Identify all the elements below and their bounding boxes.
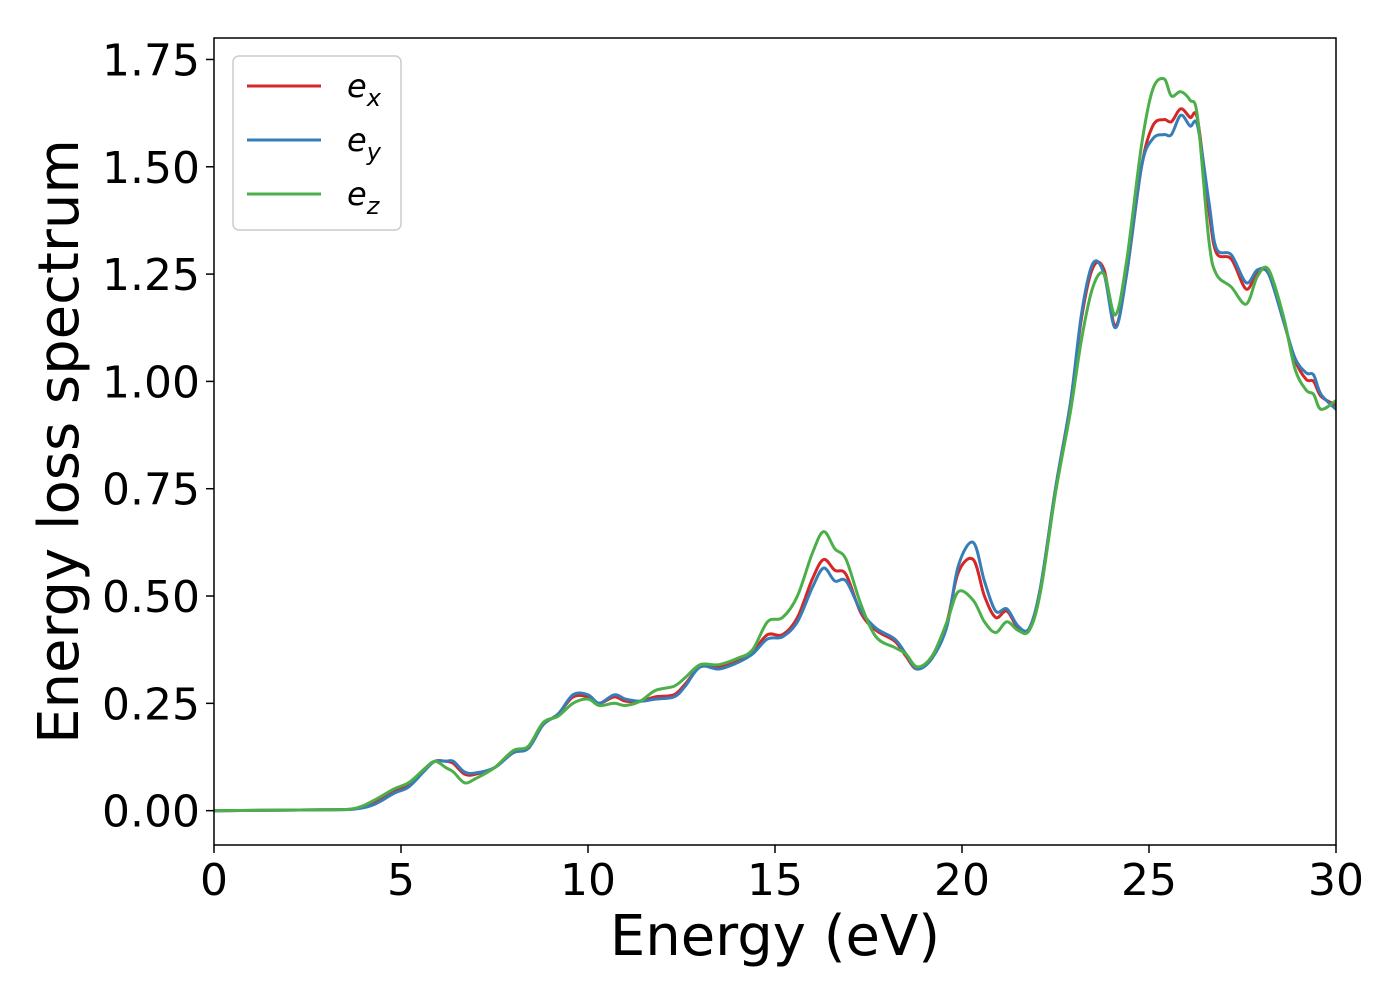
- x-tick-label: 15: [747, 855, 803, 906]
- x-axis: 0 5 10 15 20 25 30: [200, 845, 1364, 906]
- y-tick-label: 1.75: [102, 35, 200, 86]
- y-tick-label: 1.00: [102, 357, 200, 408]
- x-axis-title: Energy (eV): [610, 904, 940, 969]
- legend-label-ex: ex: [347, 67, 382, 112]
- legend-box: [232, 55, 402, 231]
- x-tick-label: 0: [200, 855, 228, 906]
- x-tick-label: 30: [1308, 855, 1364, 906]
- x-tick-label: 20: [934, 855, 990, 906]
- plot-area: 0 5 10 15 20 25 30 0.00 0.25 0.50 0.75 1.00 1.25 1.5…: [102, 35, 1364, 906]
- y-tick-label: 0.00: [102, 787, 200, 838]
- y-tick-label: 0.50: [102, 572, 200, 623]
- x-tick-label: 5: [387, 855, 415, 906]
- y-tick-label: 0.75: [102, 465, 200, 516]
- legend-label-ey: ey: [347, 121, 382, 166]
- y-tick-label: 1.25: [102, 250, 200, 301]
- y-axis-title: Energy loss spectrum: [27, 139, 92, 744]
- x-tick-label: 10: [560, 855, 616, 906]
- y-tick-label: 1.50: [102, 143, 200, 194]
- x-tick-label: 25: [1121, 855, 1177, 906]
- series-line-ez: [214, 76, 1336, 813]
- y-tick-label: 0.25: [102, 679, 200, 730]
- y-axis: 0.00 0.25 0.50 0.75 1.00 1.25 1.50 1.75: [102, 35, 214, 838]
- series-layer: [214, 76, 1336, 813]
